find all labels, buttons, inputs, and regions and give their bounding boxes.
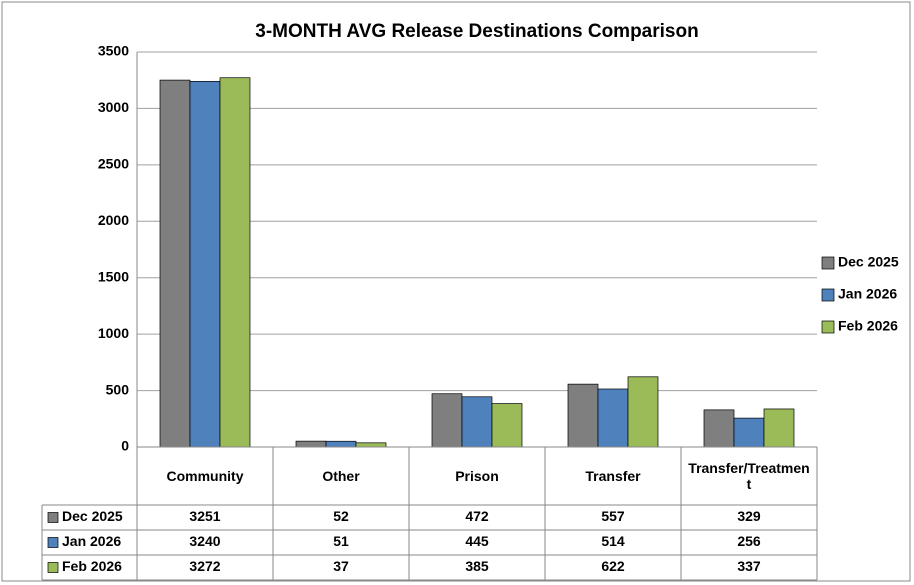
table-cell: 37 [333, 558, 349, 574]
table-cell: 256 [737, 533, 761, 549]
bar [219, 77, 251, 448]
table-cell: 514 [601, 533, 625, 549]
bar [567, 383, 599, 448]
bar [627, 376, 659, 448]
y-tick-label: 1000 [98, 325, 129, 341]
legend-key [47, 562, 59, 573]
legend-key [47, 512, 59, 523]
legend-key [47, 537, 59, 548]
x-tick-label: Prison [455, 468, 499, 484]
bar [159, 79, 191, 448]
bar [703, 409, 735, 448]
bar [461, 396, 493, 448]
table-cell: 385 [465, 558, 489, 574]
legend-label: Feb 2026 [838, 318, 898, 334]
x-tick-label: Community [166, 468, 244, 484]
table-cell: 337 [737, 558, 761, 574]
table-cell: 52 [333, 508, 349, 524]
table-cell: 3251 [189, 508, 220, 524]
y-tick-label: 3500 [98, 43, 129, 59]
x-tick-label-box: Transfer [585, 468, 641, 484]
bar [491, 403, 523, 448]
x-tick-label: Transfer/Treatment [688, 460, 810, 492]
table-cell: 51 [333, 533, 349, 549]
x-tick-label: Other [322, 468, 360, 484]
bar [763, 408, 795, 448]
y-tick-label: 0 [121, 438, 129, 454]
table-row-label: Feb 2026 [62, 558, 122, 574]
table-cell: 3240 [189, 533, 220, 549]
table-cell: 622 [601, 558, 625, 574]
x-tick-label-box: Transfer/Treatment [688, 460, 810, 492]
legend-key [821, 320, 835, 334]
table-cell: 557 [601, 508, 625, 524]
table-cell: 445 [465, 533, 489, 549]
table-row-label: Dec 2025 [62, 508, 123, 524]
chart-title: 3-MONTH AVG Release Destinations Compari… [255, 21, 698, 42]
table-cell: 3272 [189, 558, 220, 574]
table-cell: 472 [465, 508, 489, 524]
x-tick-label-box: Other [322, 468, 360, 484]
x-tick-label-box: Prison [455, 468, 499, 484]
table-row-label: Jan 2026 [62, 533, 121, 549]
y-tick-label: 3000 [98, 99, 129, 115]
y-tick-label: 1500 [98, 268, 129, 284]
bar [431, 393, 463, 448]
bar [189, 80, 221, 448]
legend-key [821, 288, 835, 302]
table-cell: 329 [737, 508, 761, 524]
y-tick-label: 500 [106, 381, 130, 397]
bar [597, 388, 629, 448]
legend-label: Dec 2025 [838, 254, 899, 270]
x-tick-label: Transfer [585, 468, 641, 484]
y-tick-label: 2000 [98, 212, 129, 228]
y-tick-label: 2500 [98, 156, 129, 172]
bar [733, 417, 765, 448]
legend-key [821, 256, 835, 270]
legend-label: Jan 2026 [838, 286, 897, 302]
x-tick-label-box: Community [166, 468, 244, 484]
